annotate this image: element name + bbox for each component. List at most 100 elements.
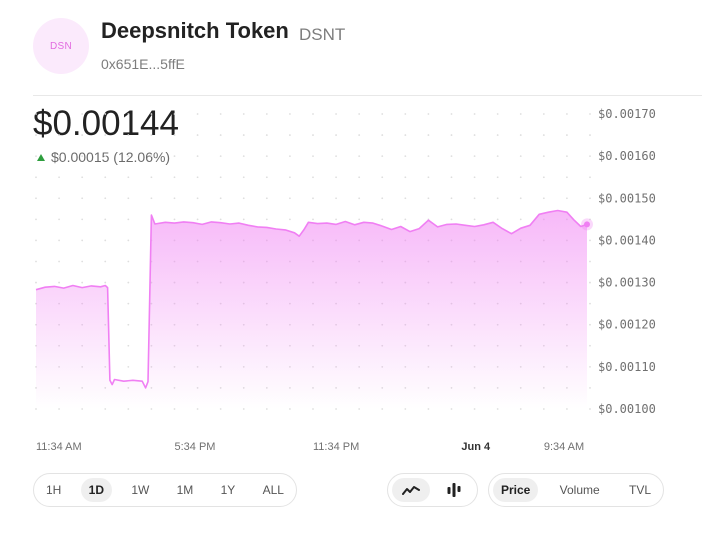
line-chart-button[interactable] [392,478,430,502]
grid-dot [81,281,84,284]
grid-dot [358,176,361,179]
last-point-marker [583,221,590,228]
metric-tab-price[interactable]: Price [493,478,539,502]
grid-dot [265,197,268,200]
y-axis: $0.00170 $0.00160 $0.00150 $0.00140 $0.00130… [598,107,656,416]
grid-dot [242,176,245,179]
grid-dot [58,134,60,136]
metric-tab-volume[interactable]: Volume [559,483,600,497]
grid-dot [566,155,568,158]
token-logo-text: DSN [49,40,72,52]
token-symbol: DSNT [299,25,346,44]
grid-dot [589,281,591,284]
grid-dot [566,134,568,136]
grid-dot [58,155,60,158]
grid-dot [35,113,37,115]
candlestick-chart-icon [447,483,461,497]
grid-dot [35,176,37,179]
y-tick-label: $0.00120 [598,318,656,332]
grid-dot [81,197,84,200]
triangle-up-icon [37,153,45,161]
grid-dot [173,113,176,115]
range-button-1d[interactable]: 1D [80,478,112,502]
candlestick-chart-button[interactable] [435,478,473,502]
grid-dot [104,281,107,284]
token-name: Deepsnitch Token [101,18,289,43]
price-change: $0.00015 (12.06%) [37,149,170,165]
grid-dot [265,218,268,221]
range-button-all[interactable]: ALL [262,483,284,497]
time-range-selector: 1H 1D 1W 1M 1Y ALL [33,473,297,507]
grid-dot [104,113,107,115]
current-price: $0.00144 [33,104,179,143]
grid-dot [150,113,153,115]
grid-dot [473,218,476,221]
metric-selector: Price Volume TVL [488,473,664,507]
price-change-value: $0.00015 (12.06%) [51,149,171,165]
range-button-1w[interactable]: 1W [131,483,150,497]
grid-dot [196,113,199,115]
grid-dot [589,260,591,263]
grid-dot [404,218,407,221]
grid-dot [450,155,453,158]
grid-dot [381,113,384,115]
range-button-1m[interactable]: 1M [176,483,194,497]
grid-dot [242,155,245,158]
grid-dot [473,155,476,158]
chart-series [35,209,593,409]
grid-dot [358,218,361,221]
range-button-1h[interactable]: 1H [46,483,62,497]
grid-dot [289,155,291,158]
grid-dot [219,218,222,221]
token-address[interactable]: 0x651E...5ffE [101,56,185,72]
grid-dot [427,113,430,115]
grid-dot [35,239,37,242]
grid-dot [289,218,291,221]
grid-dot [127,197,130,200]
grid-dot [427,176,430,179]
grid-dot [58,197,60,200]
grid-dot [196,176,199,179]
grid-dot [35,197,37,200]
grid-dot [289,197,291,200]
grid-dot [519,113,522,115]
grid-dot [566,176,568,179]
grid-dot [150,134,153,136]
token-logo: DSN [33,18,89,74]
grid-dot [81,218,84,221]
grid-dot [358,113,361,115]
range-button-1y[interactable]: 1Y [220,483,236,497]
grid-dot [104,155,107,158]
grid-dot [519,176,522,179]
grid-dot [104,197,107,200]
grid-dot [542,197,545,200]
grid-dot [542,113,545,115]
grid-dot [35,134,37,136]
grid-dot [404,176,407,179]
grid-dot [173,155,176,158]
grid-dot [589,365,591,368]
metric-tab-tvl[interactable]: TVL [628,483,651,497]
series-line [35,209,588,389]
grid-dot [58,239,60,242]
grid-dot [519,134,522,136]
grid-dot [127,218,130,221]
grid-dot [58,281,60,284]
grid-dot [589,323,591,326]
grid-dot [81,239,84,242]
grid-dot [289,134,291,136]
grid-dot [335,218,337,221]
grid-dot [381,134,384,136]
grid-dot [127,155,130,158]
x-tick-label: Jun 4 [461,441,491,453]
grid-dot [589,113,591,115]
grid-dot [265,155,268,158]
grid-dot [381,218,384,221]
grid-dot [127,176,130,179]
grid-dot [589,176,591,179]
grid-dot [496,113,499,115]
y-tick-label: $0.00170 [598,107,656,121]
grid-dot [473,176,476,179]
grid-dot [589,344,591,347]
